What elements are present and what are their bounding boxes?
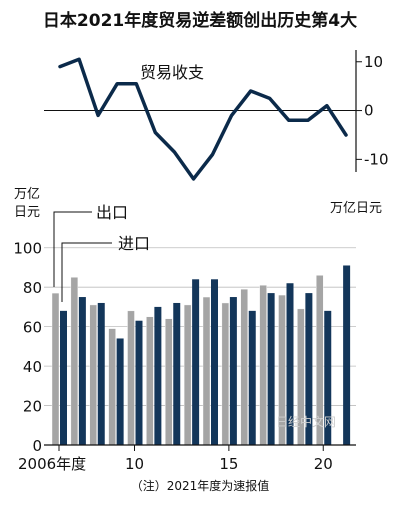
- import-bar: [305, 293, 313, 445]
- import-bar: [97, 302, 105, 445]
- import-bar: [173, 302, 181, 445]
- bar-y-tick-label: 100: [13, 240, 42, 258]
- import-bar: [324, 310, 332, 445]
- import-leader-line: [61, 242, 112, 302]
- import-bar: [229, 297, 237, 445]
- import-bar: [154, 306, 162, 445]
- export-bar: [183, 304, 192, 446]
- import-bar: [267, 293, 275, 445]
- import-bar: [192, 279, 200, 445]
- export-series-label: 出口: [96, 203, 128, 222]
- balance-y-tick-label: -10: [364, 150, 389, 168]
- trade-balance-panel: 10 0 -10 贸易收支 万亿日元: [44, 50, 389, 216]
- import-series-label: 进口: [118, 234, 150, 253]
- bar-x-tick-label: 20: [314, 455, 333, 473]
- export-bar: [259, 285, 267, 446]
- export-bar: [146, 316, 154, 446]
- bar-x-tick-label: 10: [125, 455, 144, 473]
- bar-unit-line1: 万亿: [14, 187, 40, 202]
- import-bar: [343, 265, 351, 445]
- export-bar: [51, 292, 60, 446]
- bar-y-tick-label: 40: [23, 358, 42, 376]
- balance-y-tick-label: 0: [364, 102, 374, 120]
- import-bar: [248, 310, 256, 445]
- balance-unit-label: 万亿日元: [330, 201, 382, 216]
- export-bar: [89, 304, 97, 446]
- bar-x-tick-label: 15: [219, 455, 238, 473]
- bar-y-tick-label: 60: [23, 319, 42, 337]
- export-bar: [127, 310, 135, 446]
- bar-y-tick-label: 0: [32, 437, 42, 455]
- balance-y-tick-label: 10: [364, 53, 383, 71]
- import-bar: [116, 338, 124, 445]
- import-bar: [211, 279, 218, 445]
- export-bar: [221, 302, 230, 446]
- import-bar: [286, 283, 294, 445]
- export-bar: [108, 328, 116, 446]
- export-bar: [165, 318, 173, 446]
- export-bar: [240, 288, 248, 446]
- export-bar: [70, 277, 79, 446]
- balance-series-line: [58, 57, 348, 181]
- footnote: （注）2021年度为速报值: [131, 478, 270, 493]
- export-bar: [202, 296, 211, 446]
- import-bar: [78, 297, 86, 445]
- bar-x-tick-label: 2006年度: [18, 455, 86, 473]
- bar-y-tick-label: 20: [23, 398, 42, 416]
- chart-title: 日本2021年度贸易逆差额创出历史第4大: [43, 10, 357, 31]
- import-bar: [60, 310, 67, 445]
- bar-unit-line2: 日元: [14, 205, 40, 220]
- balance-series-label: 贸易收支: [140, 63, 204, 82]
- watermark: 日经中文网: [276, 414, 336, 429]
- export-import-panel: 万亿 日元 0 20 40 60 80 100 2006年度 10 15 20 出口 进口: [13, 187, 356, 473]
- import-bar: [135, 320, 143, 445]
- export-leader-line: [53, 211, 92, 287]
- bar-y-tick-label: 80: [23, 279, 42, 297]
